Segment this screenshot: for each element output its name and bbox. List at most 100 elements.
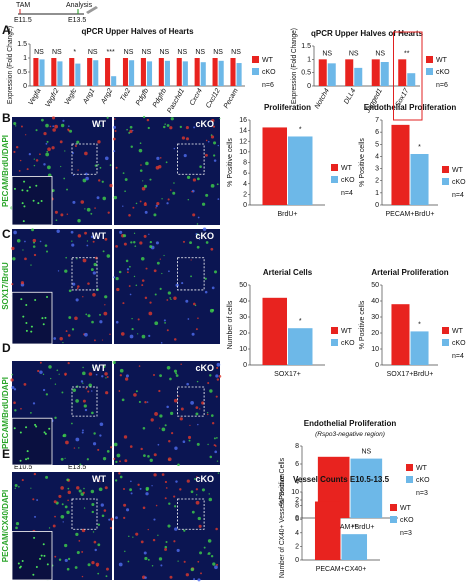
y-tick-label: 1 xyxy=(23,55,27,62)
image-label: cKO xyxy=(195,363,214,373)
micrograph-dot xyxy=(198,238,201,240)
micrograph-dot xyxy=(173,540,176,543)
micrograph-dot xyxy=(66,510,70,515)
micrograph-dot xyxy=(173,296,177,300)
x-tick-label: PECAM+CX40+ xyxy=(316,566,367,573)
micrograph-dot xyxy=(19,159,22,162)
micrograph-dot xyxy=(185,299,189,303)
micrograph-dot xyxy=(113,118,116,120)
micrograph-dot xyxy=(91,320,94,324)
micrograph-dot xyxy=(159,427,161,429)
micrograph-dot xyxy=(210,554,214,558)
micrograph-dot xyxy=(167,291,172,295)
micrograph-dot xyxy=(71,422,73,425)
y-tick-label: 12 xyxy=(239,138,247,145)
micrograph-dot xyxy=(197,216,200,219)
micrograph-dot xyxy=(92,531,95,533)
micrograph-dot xyxy=(62,434,65,438)
micrograph-dot xyxy=(77,234,82,238)
inset-dot xyxy=(32,199,35,202)
micrograph-dot xyxy=(30,412,32,414)
y-tick-label: 0.5 xyxy=(301,70,311,77)
micrograph-dot xyxy=(160,564,163,567)
micrograph-dot xyxy=(190,259,192,261)
micrograph-dot xyxy=(42,373,45,376)
panel-label: E xyxy=(2,447,10,461)
legend-swatch xyxy=(442,178,449,185)
micrograph-dot xyxy=(64,373,67,376)
micrograph-dot xyxy=(119,374,123,377)
significance-label: * xyxy=(73,49,76,56)
micrograph-dot xyxy=(94,207,96,209)
micrograph-dot xyxy=(166,124,170,127)
micrograph-dot xyxy=(119,368,124,373)
micrograph-dot xyxy=(93,432,96,435)
micrograph-dot xyxy=(82,491,85,494)
micrograph-dot xyxy=(142,115,146,119)
micrograph-dot xyxy=(56,369,59,372)
significance-label: *** xyxy=(107,49,115,56)
micrograph-dot xyxy=(207,553,209,555)
inset-dot xyxy=(23,205,26,208)
legend-label: WT xyxy=(452,167,464,174)
micrograph-dot xyxy=(102,250,105,253)
micrograph-dot xyxy=(139,142,142,145)
stain-label: PECAM/BrdU/DAPI xyxy=(1,377,10,449)
micrograph-dot xyxy=(99,313,101,316)
timeline-end: E13.5 xyxy=(68,464,86,471)
micrograph-dot xyxy=(115,245,118,248)
micrograph-dot xyxy=(45,250,49,253)
micrograph-dot xyxy=(66,567,70,571)
micrograph-dot xyxy=(24,240,26,243)
y-tick-label: 6 xyxy=(295,461,299,468)
micrograph-dot xyxy=(50,377,52,380)
micrograph-dot xyxy=(101,514,105,518)
y-tick-label: 10 xyxy=(239,149,247,156)
micrograph-dot xyxy=(190,490,194,494)
bar xyxy=(218,60,224,86)
micrograph-dot xyxy=(83,404,87,408)
micrograph-dot xyxy=(60,486,64,490)
micrograph-dot xyxy=(210,135,215,139)
micrograph-dot xyxy=(164,545,168,549)
y-tick-label: 0 xyxy=(295,515,299,522)
micrograph-dot xyxy=(68,125,70,127)
micrograph-dot xyxy=(137,333,139,335)
timeline-end: E13.5 xyxy=(68,17,86,24)
micrograph-dot xyxy=(216,366,219,369)
micrograph-dot xyxy=(139,200,142,203)
micrograph-dot xyxy=(94,548,97,552)
micrograph-dot xyxy=(78,447,80,449)
micrograph-dot xyxy=(71,243,75,247)
micrograph-dot xyxy=(97,523,101,526)
micrograph-dot xyxy=(193,126,196,129)
significance-label: * xyxy=(299,318,302,325)
micrograph-dot xyxy=(137,483,140,486)
micrograph-dot xyxy=(124,377,129,381)
micrograph-dot xyxy=(85,176,89,181)
micrograph-dot xyxy=(92,292,96,297)
y-tick-label: 20 xyxy=(371,330,379,337)
panel-label: D xyxy=(2,341,11,355)
micrograph-dot xyxy=(34,515,37,518)
inset-dot xyxy=(27,457,30,460)
micrograph-dot xyxy=(143,202,147,207)
micrograph-dot xyxy=(164,548,167,551)
micrograph-dot xyxy=(213,270,218,274)
bar xyxy=(69,58,75,86)
micrograph-dot xyxy=(147,558,150,561)
y-tick-label: 5 xyxy=(375,141,379,148)
micrograph-dot xyxy=(12,257,16,261)
micrograph-dot xyxy=(204,153,208,157)
y-tick-label: 40 xyxy=(371,298,379,305)
y-tick-label: 1 xyxy=(307,56,311,63)
significance-label: NS xyxy=(160,49,170,56)
chart-title: Arterial Proliferation xyxy=(371,268,448,277)
timeline-start: E11.5 xyxy=(14,17,32,24)
micrograph-dot xyxy=(143,551,147,555)
micrograph-dot xyxy=(77,169,79,171)
micrograph-dot xyxy=(149,245,153,249)
micrograph-dot xyxy=(209,455,213,459)
micrograph-dot xyxy=(90,268,94,272)
micrograph-dot xyxy=(144,400,147,404)
